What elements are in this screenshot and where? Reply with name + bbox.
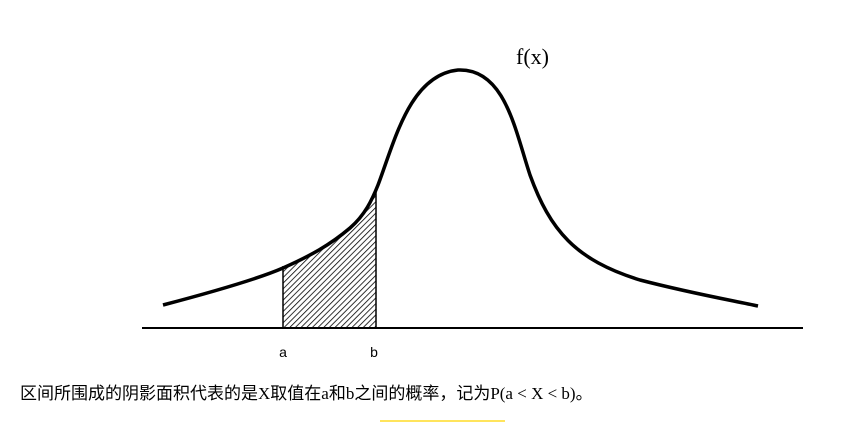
b-label: b <box>370 344 378 360</box>
shaded-area <box>283 150 376 328</box>
a-label: a <box>279 344 287 360</box>
function-label: f(x) <box>516 44 549 69</box>
caption: 区间所围成的阴影面积代表的是X取值在a和b之间的概率，记为P(a < X < b… <box>20 384 593 403</box>
density-curve <box>162 68 759 308</box>
